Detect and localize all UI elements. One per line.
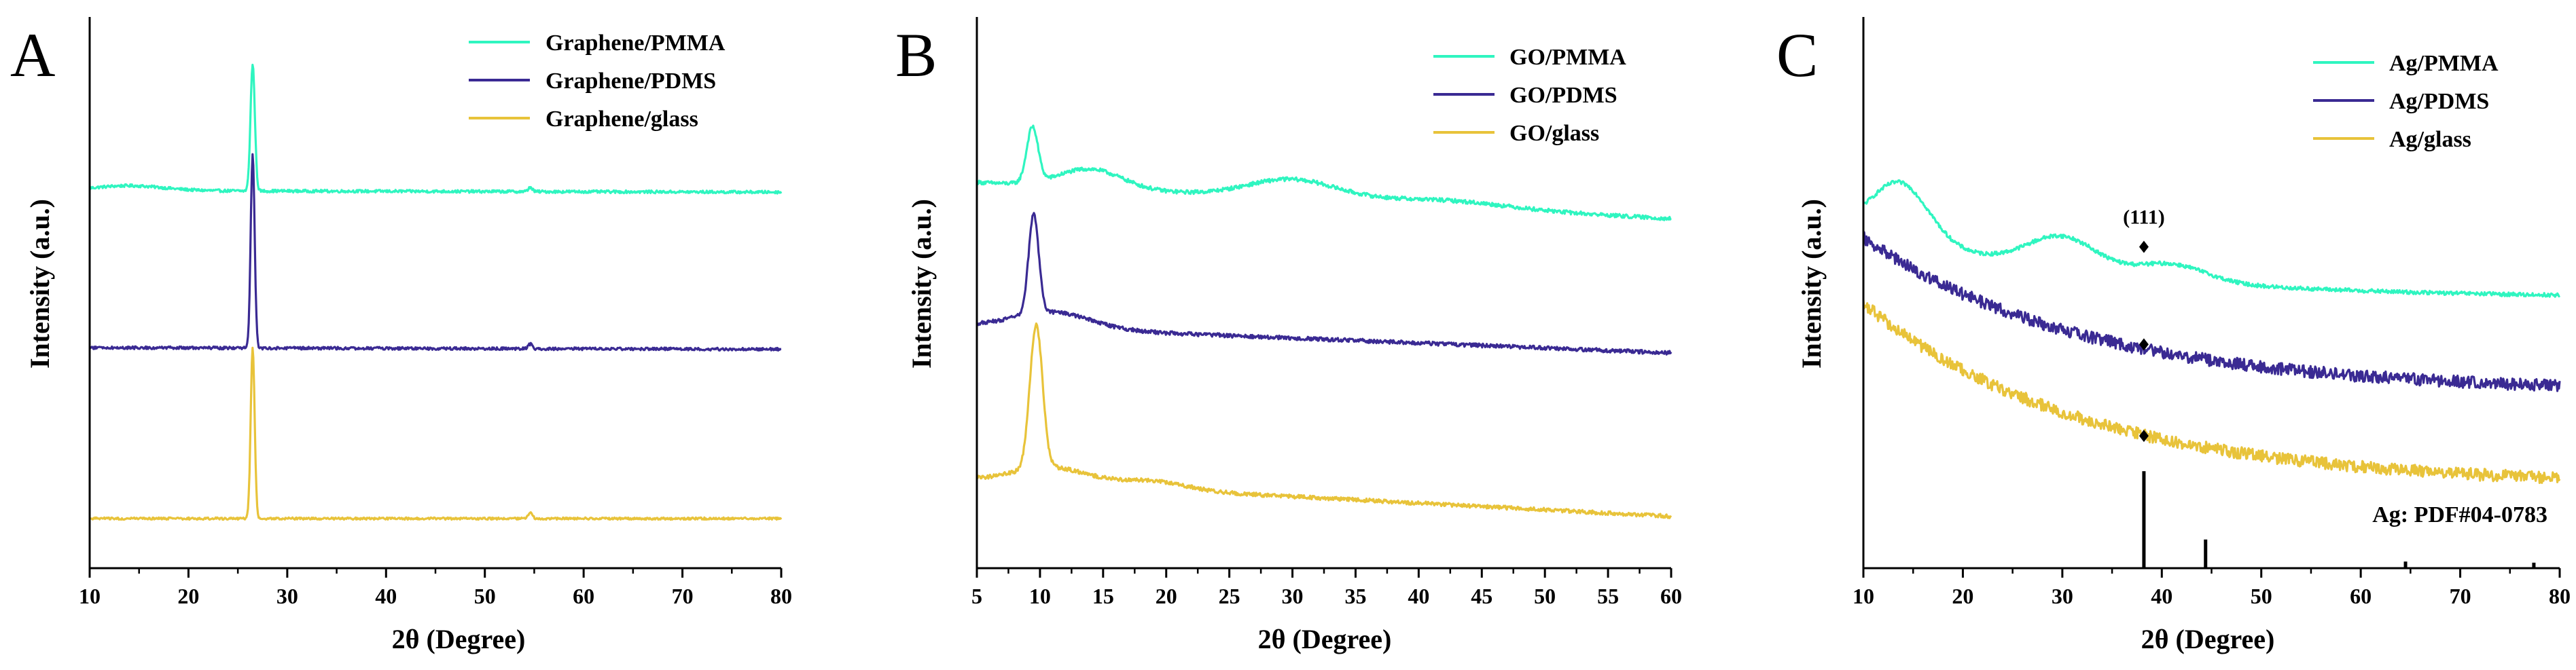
series-line-graphene-glass (89, 346, 783, 521)
x-tick-label: 30 (276, 584, 298, 608)
x-tick-label: 35 (1344, 584, 1366, 608)
panel-b: B Intensity (a.u.) 2θ (Degree) 5 10 15 20 25… (895, 17, 1682, 654)
x-tick-label: 10 (79, 584, 101, 608)
panel-c-xlabel: 2θ (Degree) (2141, 624, 2275, 654)
x-tick-label: 60 (1660, 584, 1682, 608)
x-tick-label: 55 (1597, 584, 1619, 608)
x-tick-label: 40 (2151, 584, 2172, 608)
x-tick-label: 70 (2450, 584, 2471, 608)
x-tick-label: 10 (1853, 584, 1874, 608)
panel-b-xlabel: 2θ (Degree) (1258, 624, 1392, 654)
panel-a-plot: 10 20 30 40 50 60 70 80 Graphene/PMMA Graphene/PD… (79, 17, 792, 608)
x-tick-label: 60 (2350, 584, 2372, 608)
panel-b-letter: B (895, 20, 937, 90)
legend-label: Ag/PMMA (2389, 51, 2499, 76)
panel-c: C Intensity (a.u.) 2θ (Degree) Ag: PDF#0… (1776, 17, 2571, 654)
legend-label: Graphene/PDMS (545, 69, 716, 94)
legend-label: GO/PMMA (1509, 45, 1626, 70)
diamond-marker-icon (2139, 430, 2149, 443)
x-tick-label: 70 (672, 584, 694, 608)
x-tick-label: 60 (573, 584, 594, 608)
x-tick-label: 5 (971, 584, 982, 608)
x-tick-label: 50 (2251, 584, 2272, 608)
legend-label: Ag/PDMS (2389, 89, 2489, 114)
series-line-go-pdms (976, 212, 1672, 356)
series-line-graphene-pdms (88, 153, 782, 352)
x-tick-label: 50 (474, 584, 496, 608)
x-tick-label: 40 (375, 584, 397, 608)
panel-a-letter: A (10, 20, 55, 90)
x-tick-label: 40 (1408, 584, 1429, 608)
reference-label: Ag: PDF#04-0783 (2372, 502, 2547, 527)
legend-label: Ag/glass (2389, 127, 2471, 152)
x-tick-label: 80 (770, 584, 792, 608)
series-line-go-glass (976, 322, 1672, 519)
x-tick-label: 25 (1219, 584, 1240, 608)
series-line-ag-pmma (1862, 179, 2561, 298)
x-tick-label: 15 (1092, 584, 1114, 608)
peak-index-label: (111) (2123, 206, 2165, 229)
panel-c-ylabel: Intensity (a.u.) (1796, 199, 1827, 369)
series-line-ag-glass (1862, 299, 2561, 484)
x-tick-label: 20 (1156, 584, 1177, 608)
panel-a-xlabel: 2θ (Degree) (392, 624, 526, 654)
series-line-ag-pdms (1862, 231, 2561, 392)
legend-label: Graphene/PMMA (545, 31, 726, 56)
diamond-marker-icon (2139, 338, 2149, 351)
legend-label: GO/PDMS (1509, 83, 1617, 108)
series-line-graphene-pmma (88, 63, 783, 195)
panel-a: A Intensity (a.u.) 2θ (Degree) 10 20 30 40 5… (10, 17, 792, 654)
x-tick-label: 10 (1029, 584, 1051, 608)
x-tick-label: 50 (1534, 584, 1556, 608)
panel-b-plot: 5 10 15 20 25 30 35 40 45 50 55 60 GO/PMMA GO/PDMS GO/… (971, 17, 1682, 608)
series-line-go-pmma (976, 124, 1672, 221)
legend-label: GO/glass (1509, 121, 1599, 146)
x-tick-label: 30 (2052, 584, 2073, 608)
x-tick-label: 20 (1952, 584, 1973, 608)
diamond-marker-icon (2139, 240, 2149, 253)
panel-c-letter: C (1776, 20, 1818, 90)
panel-c-plot: Ag: PDF#04-0783 (111) 10 20 30 40 50 60 70 80 Ag/P… (1853, 17, 2571, 608)
x-tick-label: 80 (2549, 584, 2571, 608)
panel-b-ylabel: Intensity (a.u.) (906, 199, 937, 369)
x-tick-label: 20 (177, 584, 199, 608)
x-tick-label: 45 (1471, 584, 1492, 608)
panel-a-ylabel: Intensity (a.u.) (24, 199, 55, 369)
legend-label: Graphene/glass (545, 107, 698, 132)
x-tick-label: 30 (1282, 584, 1304, 608)
